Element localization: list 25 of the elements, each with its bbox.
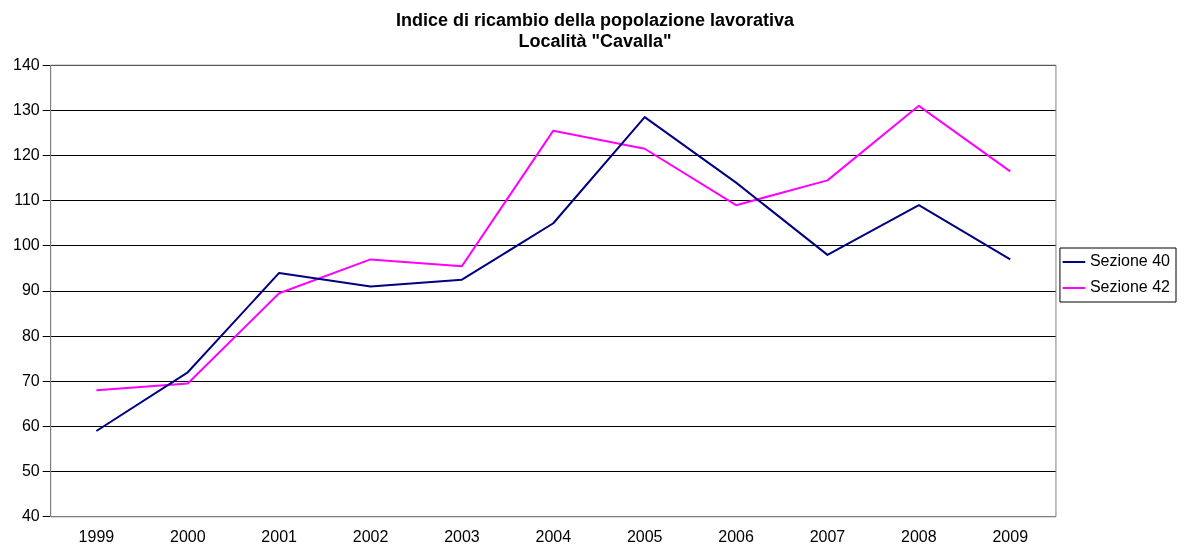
y-tick-label: 70 <box>21 371 40 389</box>
chart-title: Indice di ricambio della popolazione lavorativa Località "Cavalla" <box>395 9 796 52</box>
y-tick-label: 40 <box>21 507 40 525</box>
y-tick-label: 120 <box>12 145 40 163</box>
x-tick-label: 2003 <box>444 527 480 545</box>
x-tick-label: 2001 <box>261 527 298 545</box>
y-tick-label: 60 <box>21 416 40 434</box>
legend-label: Sezione 42 <box>1089 278 1171 296</box>
x-tick-label: 2004 <box>535 527 572 545</box>
x-tick-label: 2002 <box>352 527 389 545</box>
y-tick-label: 100 <box>12 236 40 254</box>
legend-label: Sezione 40 <box>1089 252 1171 270</box>
y-tick-label: 90 <box>21 281 40 299</box>
y-tick-label: 130 <box>12 100 40 118</box>
x-tick-label: 2000 <box>169 527 206 545</box>
x-tick-label: 2008 <box>901 527 937 545</box>
x-tick-label: 2005 <box>626 527 663 545</box>
y-tick-label: 80 <box>21 326 40 344</box>
y-tick-label: 50 <box>21 462 40 480</box>
y-tick-label: 140 <box>12 55 40 73</box>
x-tick-label: 1999 <box>78 527 115 545</box>
x-tick-label: 2009 <box>992 527 1029 545</box>
y-tick-label: 110 <box>14 191 40 209</box>
x-tick-label: 2006 <box>718 527 754 545</box>
x-tick-label: 2007 <box>809 527 846 545</box>
